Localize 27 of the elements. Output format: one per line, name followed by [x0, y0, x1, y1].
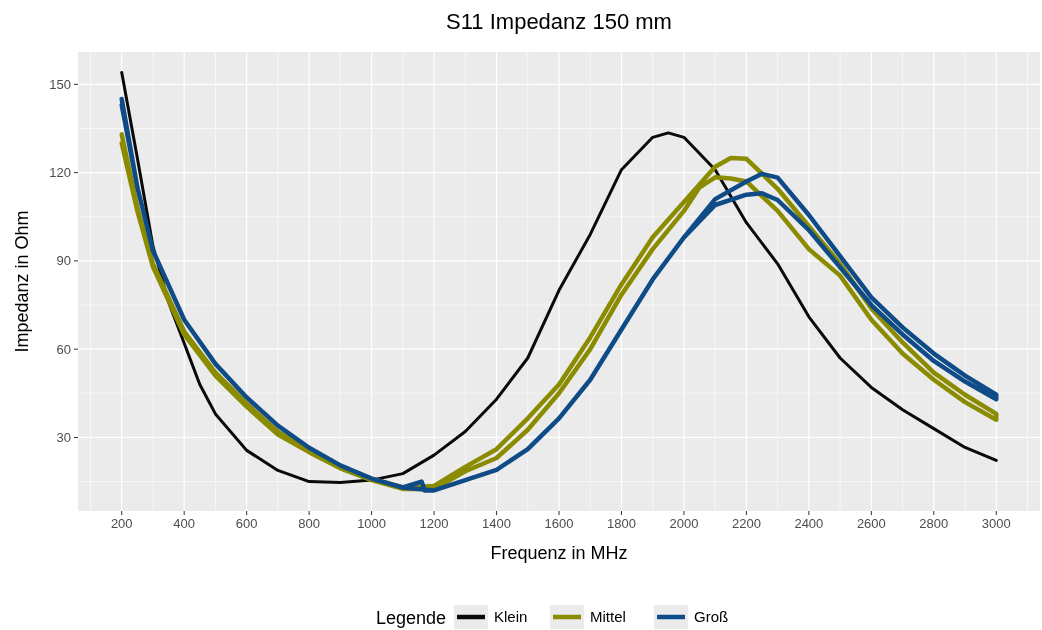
y-axis-title: Impedanz in Ohm — [12, 210, 32, 353]
x-tick-label: 1000 — [357, 516, 387, 531]
x-tick-label: 600 — [235, 516, 258, 531]
x-axis-title: Frequenz in MHz — [490, 543, 628, 563]
x-tick-label: 1800 — [607, 516, 636, 531]
x-tick-label: 200 — [110, 516, 133, 531]
y-tick-label: 30 — [56, 429, 71, 445]
x-tick-label: 1400 — [482, 516, 511, 531]
y-tick-label: 120 — [49, 165, 71, 181]
x-tick-label: 2200 — [731, 516, 761, 531]
x-tick-label: 2600 — [856, 516, 886, 531]
x-tick-label: 3000 — [981, 516, 1011, 531]
x-tick-label: 2800 — [919, 516, 949, 531]
legend-title: Legende — [376, 608, 447, 628]
x-tick-label: 1200 — [419, 516, 449, 531]
y-tick-label: 150 — [49, 76, 71, 92]
chart-title: S11 Impedanz 150 mm — [446, 9, 672, 34]
x-tick-label: 2000 — [669, 516, 699, 531]
y-tick-label: 60 — [56, 341, 71, 357]
legend-label: Groß — [694, 608, 729, 625]
legend-label: Mittel — [590, 608, 626, 625]
x-tick-label: 800 — [298, 516, 320, 531]
x-tick-label: 400 — [173, 516, 196, 531]
x-tick-label: 2400 — [794, 516, 824, 531]
x-tick-label: 1600 — [544, 516, 574, 531]
legend-label: Klein — [494, 608, 528, 625]
y-tick-label: 90 — [56, 253, 71, 269]
